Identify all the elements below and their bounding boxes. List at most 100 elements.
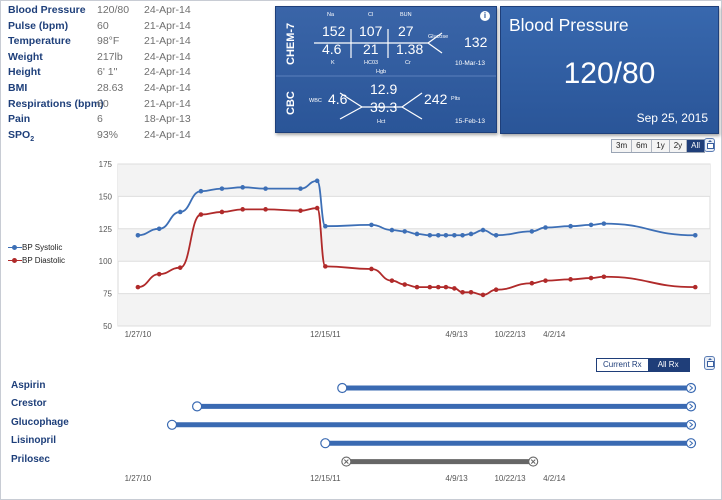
labs-panel[interactable]: CHEM-7 CBC i Na Cl BUN 152 107 27 4.6 21… bbox=[275, 6, 497, 133]
range-button-2y[interactable]: 2y bbox=[669, 140, 688, 152]
cbc-date: 15-Feb-13 bbox=[455, 118, 485, 125]
bp-diastolic-point bbox=[314, 205, 320, 211]
bp-diastolic-point bbox=[263, 207, 268, 212]
vital-label: Pulse (bpm) bbox=[8, 20, 68, 32]
vital-label-text: Pain bbox=[8, 113, 31, 126]
bp-systolic-point bbox=[529, 229, 535, 234]
chem7-glucose-branch-bottom bbox=[427, 42, 443, 54]
bp-systolic-point bbox=[135, 232, 141, 238]
close-icon bbox=[530, 459, 536, 464]
vital-date: 24-Apr-14 bbox=[144, 4, 191, 16]
bp-diastolic-point bbox=[369, 266, 374, 272]
bp-systolic-point bbox=[435, 232, 441, 238]
bp-diastolic-point bbox=[389, 278, 395, 283]
vital-value: 60 bbox=[97, 97, 109, 110]
hgb-label: Hgb bbox=[376, 69, 387, 75]
medication-label: Glucophage bbox=[11, 416, 69, 428]
vital-value: 93% bbox=[97, 128, 119, 141]
plts-value: 242 bbox=[424, 91, 448, 107]
vital-label-text: Pulse (bpm) bbox=[8, 19, 69, 32]
wbc-label: WBC bbox=[309, 98, 322, 104]
cbc-branch-left-bottom bbox=[339, 106, 363, 120]
vital-date: 21-Apr-14 bbox=[144, 97, 191, 110]
medication-end-arrow-icon bbox=[685, 401, 697, 412]
plts-label: Plts bbox=[451, 96, 461, 102]
grid-band bbox=[118, 164, 710, 197]
bp-systolic-point bbox=[198, 188, 204, 194]
vital-label: Pain bbox=[8, 113, 30, 125]
range-button-3m[interactable]: 3m bbox=[612, 140, 633, 152]
legend-item[interactable]: BP Systolic bbox=[8, 241, 65, 254]
bp-diastolic-line bbox=[137, 207, 696, 296]
bp-systolic-point bbox=[543, 225, 548, 230]
vital-value: 217lb bbox=[97, 50, 123, 63]
vital-value: 6' 1" bbox=[97, 66, 118, 79]
vital-label: SPO2 bbox=[8, 129, 34, 143]
na-value: 152 bbox=[322, 23, 346, 39]
bp-diastolic-point bbox=[443, 284, 449, 290]
y-tick-label: 100 bbox=[99, 257, 113, 266]
timeline-tick-label: 10/22/13 bbox=[494, 474, 526, 483]
chart-options-icon[interactable] bbox=[704, 138, 715, 152]
rx-toggle: Current Rx All Rx bbox=[596, 358, 690, 372]
vital-label: BMI bbox=[8, 82, 27, 94]
bp-diastolic-point bbox=[568, 277, 573, 282]
bp-systolic-point bbox=[692, 232, 698, 238]
info-icon[interactable]: i bbox=[480, 11, 490, 21]
chem7-date: 10-Mar-13 bbox=[455, 60, 485, 67]
x-tick-label: 1/27/10 bbox=[125, 330, 152, 339]
legend-label: BP Systolic bbox=[22, 243, 63, 252]
cr-label: Cr bbox=[405, 60, 411, 66]
vital-date: 24-Apr-14 bbox=[144, 50, 191, 63]
time-range-selector: 3m 6m 1y 2y All bbox=[611, 139, 706, 153]
timeline-tick-label: 4/9/13 bbox=[445, 474, 468, 483]
medication-label: Prilosec bbox=[11, 453, 50, 465]
legend-marker-icon bbox=[8, 244, 22, 252]
hct-value: 39.3 bbox=[370, 99, 398, 115]
bp-diastolic-point bbox=[402, 282, 408, 287]
wbc-value: 4.6 bbox=[328, 91, 348, 107]
range-button-1y[interactable]: 1y bbox=[652, 140, 670, 152]
hgb-value: 12.9 bbox=[370, 81, 398, 97]
vital-label-subscript: 2 bbox=[30, 135, 35, 143]
vital-label-text: Blood Pressure bbox=[8, 4, 86, 16]
chevron-right-icon bbox=[689, 421, 694, 428]
bp-systolic-point bbox=[480, 227, 486, 233]
vital-date: 24-Apr-14 bbox=[144, 128, 191, 141]
bp-tile-date: Sep 25, 2015 bbox=[636, 111, 708, 125]
k-value: 4.6 bbox=[322, 41, 342, 57]
vital-date: 21-Apr-14 bbox=[144, 35, 191, 48]
bp-diastolic-point bbox=[414, 284, 420, 290]
medication-start-marker bbox=[166, 419, 178, 430]
bp-diastolic-point bbox=[435, 284, 441, 290]
grid-band bbox=[118, 293, 710, 326]
bp-tile-value: 120/80 bbox=[563, 57, 656, 90]
rx-toggle-current-rx[interactable]: Current Rx bbox=[597, 359, 648, 371]
bp-systolic-point bbox=[443, 232, 449, 238]
labs-fishbone-lines bbox=[276, 29, 496, 120]
y-tick-label: 125 bbox=[99, 225, 113, 234]
bp-diastolic-point bbox=[480, 292, 486, 298]
bp-systolic-point bbox=[588, 222, 594, 228]
chem7-title: CHEM-7 bbox=[285, 22, 297, 65]
bp-systolic-point bbox=[314, 178, 320, 184]
bp-systolic-point bbox=[369, 222, 374, 228]
bp-systolic-point bbox=[452, 232, 457, 238]
vital-label: Temperature bbox=[8, 35, 71, 47]
med-options-icon[interactable] bbox=[704, 356, 715, 370]
rx-toggle-all-rx[interactable]: All Rx bbox=[647, 359, 689, 371]
bp-chart: 50 75 100 125 150 175 1/27/10 12/15/11 4/9/13 10/… bbox=[99, 160, 711, 339]
bp-diastolic-point bbox=[198, 212, 204, 217]
vital-label: Weight bbox=[8, 51, 43, 63]
range-button-all[interactable]: All bbox=[687, 140, 705, 152]
cl-label: Cl bbox=[368, 12, 374, 18]
bp-diastolic-point bbox=[219, 209, 225, 215]
legend-item[interactable]: BP Diastolic bbox=[8, 254, 65, 267]
vital-label-text: Temperature bbox=[8, 35, 71, 48]
vital-value: 60 bbox=[97, 19, 109, 32]
medication-label: Lisinopril bbox=[11, 435, 56, 447]
blood-pressure-tile[interactable]: Blood Pressure 120/80 Sep 25, 2015 bbox=[500, 6, 719, 134]
bp-systolic-point bbox=[493, 232, 499, 238]
medication-start-marker bbox=[320, 438, 331, 449]
range-button-6m[interactable]: 6m bbox=[632, 140, 653, 152]
